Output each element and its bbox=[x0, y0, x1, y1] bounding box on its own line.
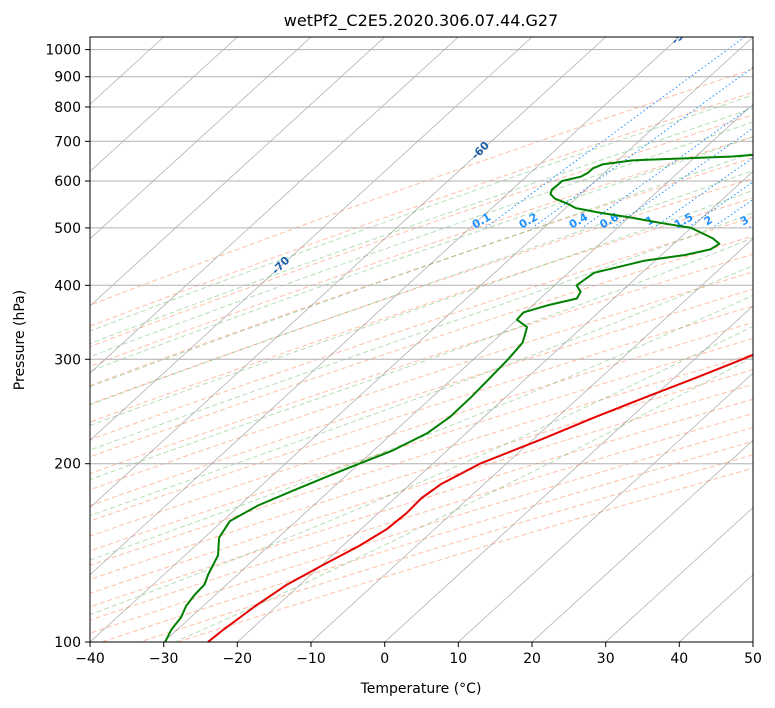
y-tick-label: 300 bbox=[54, 352, 81, 368]
dry-adiabat-line bbox=[90, 305, 753, 522]
moist-adiabat-line bbox=[90, 152, 753, 388]
isotherm-label: -50 bbox=[668, 24, 691, 47]
isotherm-line bbox=[531, 439, 753, 642]
isotherm-line bbox=[163, 103, 753, 642]
isotherm-line bbox=[310, 238, 753, 642]
y-tick-label: 200 bbox=[54, 457, 81, 473]
isotherm-line bbox=[90, 37, 238, 172]
isotherm-line bbox=[90, 37, 680, 576]
isotherm-line bbox=[458, 372, 753, 642]
isotherm-line bbox=[90, 37, 753, 642]
mixing-ratio-line bbox=[485, 37, 746, 229]
isotherm-line bbox=[237, 170, 753, 642]
moist-adiabat-line bbox=[90, 170, 753, 406]
x-tick-label: −20 bbox=[223, 651, 253, 667]
x-tick-label: 30 bbox=[597, 651, 615, 667]
sounding-profiles bbox=[164, 153, 753, 642]
x-axis-title: Temperature (°C) bbox=[360, 681, 482, 697]
x-tick-label: −40 bbox=[75, 651, 105, 667]
x-tick-label: 0 bbox=[380, 651, 389, 667]
y-tick-label: 700 bbox=[54, 134, 81, 150]
y-tick-label: 600 bbox=[54, 174, 81, 190]
isotherm-line bbox=[384, 305, 753, 642]
dry-adiabat-line bbox=[90, 353, 753, 566]
moist-adiabats bbox=[90, 94, 753, 642]
moist-adiabat-line bbox=[90, 264, 753, 517]
y-tick-label: 500 bbox=[54, 221, 81, 237]
y-axis-title: Pressure (hPa) bbox=[12, 290, 28, 390]
dry-adiabat-line bbox=[90, 177, 753, 405]
dry-adiabat-line bbox=[90, 383, 753, 594]
dry-adiabat-line bbox=[90, 114, 753, 348]
dry-adiabat-line bbox=[90, 321, 753, 537]
chart-title: wetPf2_C2E5.2020.306.07.44.G27 bbox=[284, 11, 558, 31]
isotherm-line bbox=[90, 37, 606, 509]
x-tick-label: −30 bbox=[149, 651, 179, 667]
y-axis-ticks: 100 200 300 400 500 600 700 800 900 1000 bbox=[45, 43, 90, 651]
mixing-ratio-line bbox=[653, 157, 753, 229]
moist-adiabat-line bbox=[90, 136, 753, 372]
isotherm-line bbox=[90, 37, 459, 374]
dewpoint-profile bbox=[164, 153, 753, 642]
dry-adiabat-line bbox=[90, 337, 753, 552]
skewed-isotherms bbox=[90, 37, 753, 642]
moist-adiabat-line bbox=[90, 107, 753, 345]
x-tick-label: −10 bbox=[296, 651, 326, 667]
x-tick-label: 10 bbox=[449, 651, 467, 667]
dry-adiabat-line bbox=[90, 369, 753, 580]
temperature-profile bbox=[207, 353, 753, 642]
x-tick-label: 20 bbox=[523, 651, 541, 667]
y-tick-label: 900 bbox=[54, 70, 81, 86]
dry-adiabat-line bbox=[90, 68, 753, 306]
moist-adiabat-line bbox=[90, 294, 753, 561]
y-tick-label: 400 bbox=[54, 278, 81, 294]
plot-frame bbox=[89, 36, 754, 643]
pressure-gridlines bbox=[90, 49, 753, 642]
mixing-ratio-lines bbox=[485, 37, 753, 229]
moist-adiabat-line bbox=[90, 212, 753, 451]
x-tick-label: 40 bbox=[670, 651, 688, 667]
y-tick-label: 800 bbox=[54, 100, 81, 116]
moist-adiabat-line bbox=[90, 189, 753, 427]
moist-adiabat-line bbox=[90, 121, 753, 358]
isotherm-line bbox=[90, 37, 312, 240]
x-axis-ticks: −40 −30 −20 −10 0 10 20 30 40 50 bbox=[75, 642, 762, 667]
y-tick-label: 1000 bbox=[45, 43, 81, 59]
isotherm-line bbox=[90, 37, 533, 441]
y-tick-label: 100 bbox=[54, 635, 81, 651]
isotherm-line bbox=[605, 507, 753, 642]
moist-adiabat-line bbox=[90, 325, 753, 616]
isotherm-line bbox=[90, 37, 385, 307]
mixing-ratio-line bbox=[531, 66, 753, 229]
x-tick-label: 50 bbox=[744, 651, 762, 667]
